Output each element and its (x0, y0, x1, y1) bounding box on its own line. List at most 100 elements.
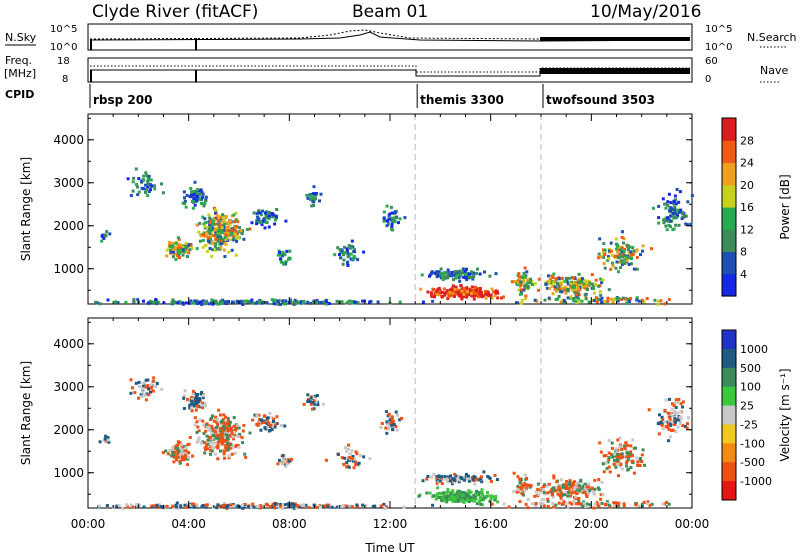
data-cell (214, 430, 218, 434)
data-cell (350, 244, 354, 248)
data-cell (196, 196, 200, 200)
data-cell (106, 298, 110, 302)
data-cell (335, 299, 339, 303)
data-cell (355, 503, 359, 507)
data-cell (435, 481, 439, 485)
data-cell (277, 458, 281, 462)
data-cell (507, 505, 511, 509)
data-cell (614, 237, 618, 241)
data-cell (116, 301, 120, 304)
data-cell (228, 220, 232, 224)
data-cell (210, 299, 214, 303)
data-cell (222, 449, 226, 453)
data-cell (343, 245, 346, 249)
data-cell (453, 288, 457, 291)
data-cell (593, 291, 596, 295)
data-cell (184, 455, 188, 459)
data-cell (188, 406, 192, 410)
data-cell (134, 381, 138, 385)
data-cell (512, 471, 516, 475)
data-cell (526, 285, 530, 289)
data-cell (384, 426, 388, 430)
data-cell (300, 503, 304, 507)
data-cell (209, 236, 212, 240)
data-cell (669, 219, 673, 223)
data-cell (580, 277, 584, 281)
data-cell (353, 300, 357, 304)
data-cell (617, 455, 621, 458)
data-cell (102, 236, 106, 240)
data-cell (626, 468, 630, 472)
data-cell (383, 507, 387, 511)
data-cell (175, 501, 179, 505)
data-cell (201, 299, 205, 303)
data-cell (191, 195, 195, 198)
data-cell (361, 503, 365, 507)
data-cell (346, 252, 350, 256)
data-cell (630, 257, 633, 261)
data-cell (568, 481, 572, 485)
data-cell (443, 276, 447, 280)
data-cell (614, 465, 618, 469)
data-cell (219, 429, 223, 433)
data-cell (578, 280, 582, 284)
data-cell (464, 492, 468, 496)
data-cell (681, 212, 685, 215)
data-cell (264, 220, 268, 224)
data-cell (430, 271, 433, 275)
data-cell (446, 289, 449, 293)
data-cell (663, 302, 667, 306)
data-cell (565, 280, 569, 284)
data-cell (607, 451, 611, 455)
data-cell (195, 195, 199, 198)
data-cell (667, 192, 671, 196)
data-cell (462, 501, 466, 505)
data-cell (345, 301, 349, 305)
data-cell (480, 491, 484, 495)
data-cell (442, 491, 446, 495)
data-cell (526, 278, 530, 282)
data-cell (140, 179, 144, 183)
data-cell (349, 246, 352, 250)
data-cell (666, 216, 670, 220)
colorbar-tick-label-1-5: -100 (740, 437, 765, 450)
data-cell (636, 463, 640, 467)
data-cell (264, 211, 267, 215)
data-cell (443, 291, 447, 295)
data-cell (606, 460, 610, 464)
data-cell (686, 200, 690, 204)
x-tick-label-2: 08:00 (272, 517, 307, 531)
data-cell (465, 477, 469, 481)
data-cell (446, 480, 450, 484)
data-cell (396, 413, 400, 417)
data-cell (461, 267, 465, 271)
colorbar-tick-label-0-0: 4 (740, 268, 747, 281)
data-cell (606, 296, 610, 300)
data-cell (454, 269, 458, 273)
data-cell (186, 443, 190, 447)
data-cell (536, 487, 540, 491)
data-cell (615, 501, 618, 505)
data-cell (559, 496, 563, 500)
data-cell (179, 504, 183, 508)
data-cell (178, 256, 181, 260)
data-cell (121, 506, 125, 510)
data-cell (215, 506, 219, 510)
data-cell (217, 426, 221, 430)
data-cell (516, 273, 520, 277)
data-cell (673, 401, 677, 405)
data-cell (471, 498, 475, 501)
data-cell (200, 303, 204, 306)
data-cell (234, 218, 238, 222)
data-cell (468, 288, 472, 292)
data-cell (270, 416, 274, 420)
data-cell (448, 291, 452, 295)
data-cell (315, 298, 319, 302)
data-cell (554, 298, 558, 302)
data-cell (587, 491, 591, 495)
data-cell (479, 477, 483, 480)
data-cell (582, 282, 586, 286)
data-cell (191, 454, 194, 458)
data-cell (281, 254, 285, 258)
data-cell (664, 398, 668, 402)
